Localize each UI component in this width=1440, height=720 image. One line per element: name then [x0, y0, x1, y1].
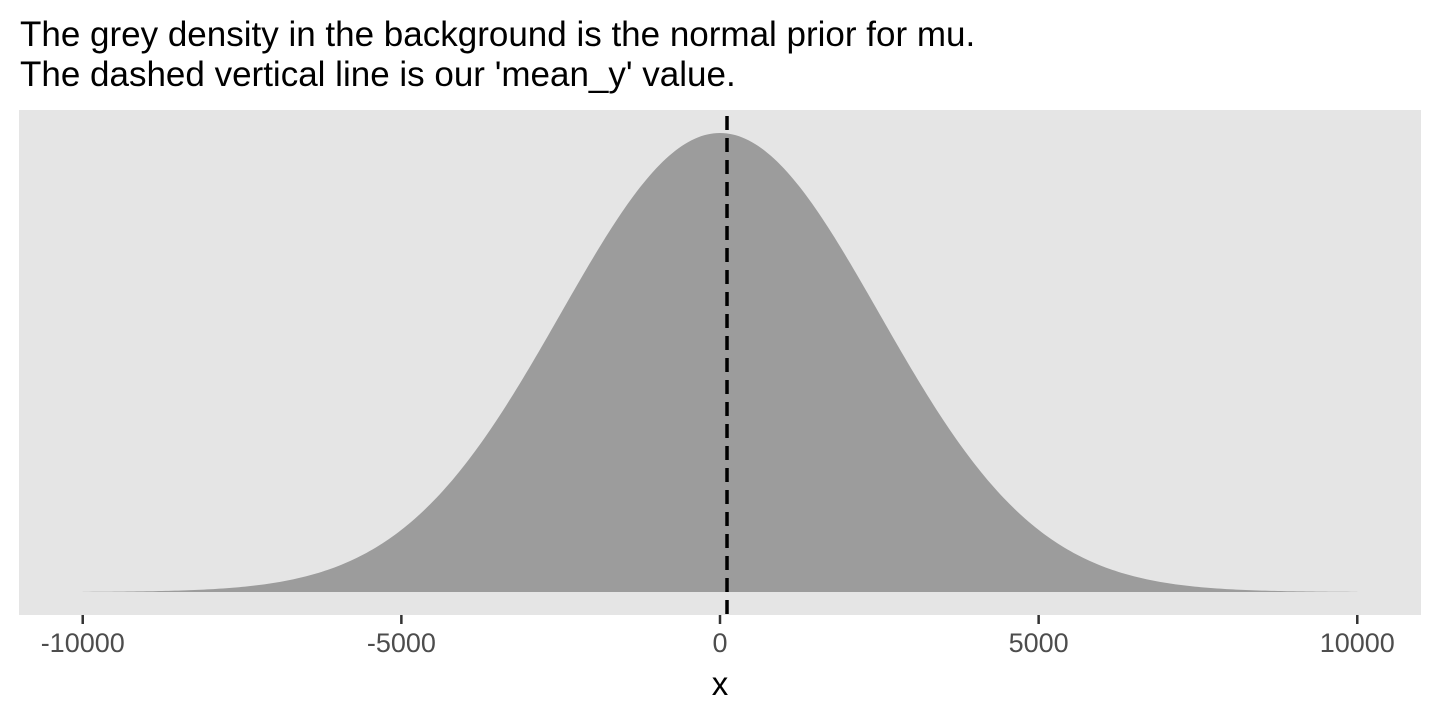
chart-title-line-1: The grey density in the background is th…	[20, 15, 975, 54]
x-tick-label: 5000	[1009, 628, 1069, 658]
x-tick-label: -5000	[367, 628, 436, 658]
x-tick-label: -10000	[41, 628, 125, 658]
x-tick-label: 0	[712, 628, 727, 658]
x-tick-label: 10000	[1320, 628, 1395, 658]
density-area	[82, 133, 1358, 592]
x-axis: -10000 -5000 0 5000 10000	[41, 615, 1395, 658]
chart-title-line-2: The dashed vertical line is our 'mean_y'…	[20, 55, 736, 94]
x-axis-title: x	[712, 665, 729, 702]
